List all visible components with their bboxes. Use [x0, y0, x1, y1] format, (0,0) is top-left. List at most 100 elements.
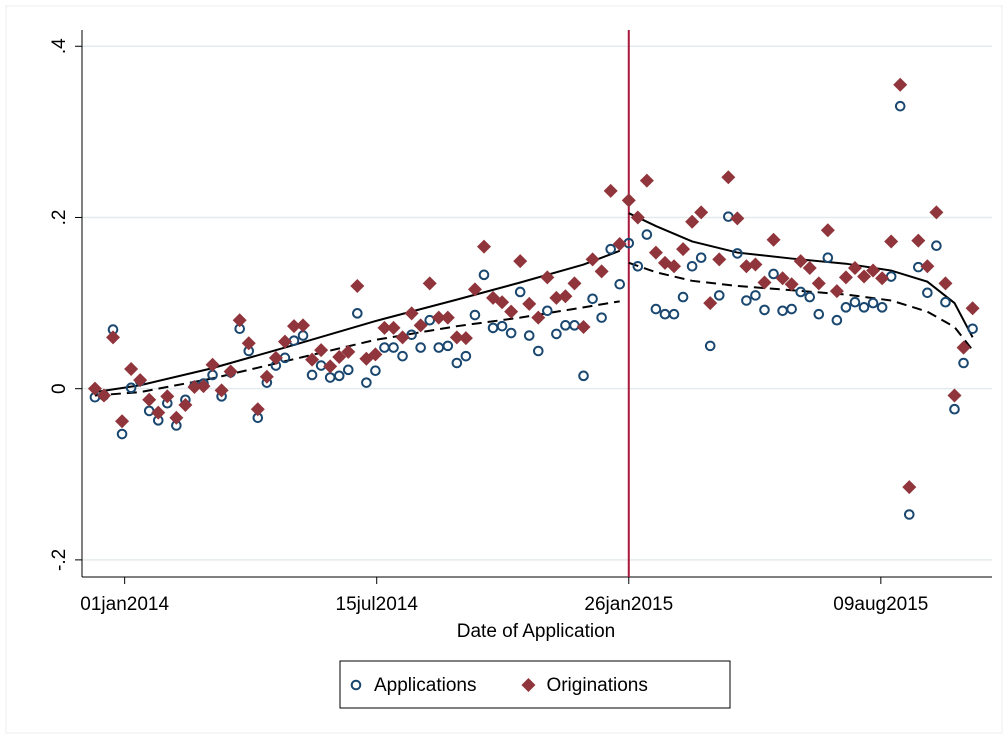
diamond-marker [305, 352, 320, 367]
circle-marker [306, 369, 318, 381]
diamond-marker [549, 290, 564, 305]
y-tick-label: -.2 [49, 549, 70, 571]
legend-label: Originations [546, 675, 647, 696]
diamond-marker [630, 210, 645, 225]
diamond-marker [811, 276, 826, 291]
diamond-marker [133, 373, 148, 388]
circle-marker [668, 308, 680, 320]
diamond-marker [884, 234, 899, 249]
diamond-marker [920, 259, 935, 274]
diamond-marker [721, 170, 736, 185]
circle-marker [532, 345, 544, 357]
diamond-marker [178, 397, 193, 412]
diamond-marker [169, 410, 184, 425]
diamond-marker [576, 320, 591, 335]
fit-line [628, 212, 974, 338]
x-tick-label: 09aug2015 [833, 594, 928, 615]
diamond-marker [784, 277, 799, 292]
circle-marker [505, 327, 517, 339]
diamond-marker [124, 361, 139, 376]
diamond-marker [757, 275, 772, 290]
circle-marker [415, 342, 426, 353]
circle-marker [813, 308, 825, 320]
y-tick-label: .4 [49, 38, 70, 54]
diamond-marker [739, 259, 754, 274]
diamond-marker [857, 269, 872, 284]
circle-marker [442, 340, 454, 352]
circle-marker [650, 303, 662, 315]
diamond-marker [667, 259, 682, 274]
fit-line [628, 261, 974, 351]
x-axis-label: Date of Application [457, 621, 615, 642]
circle-marker [759, 304, 770, 316]
diamond-marker [766, 232, 781, 247]
circle-marker [876, 302, 888, 313]
diamond-marker [87, 381, 102, 396]
x-tick-label: 26jan2015 [584, 594, 673, 615]
diamond-marker [603, 183, 618, 198]
diamond-marker [413, 318, 428, 333]
diamond-marker [187, 379, 202, 394]
diamond-marker [866, 263, 881, 278]
circle-marker [523, 330, 535, 341]
circle-marker [732, 248, 743, 259]
diamond-marker [639, 173, 654, 188]
circle-marker [940, 296, 951, 308]
diamond-marker [938, 276, 953, 291]
circle-marker [713, 290, 725, 301]
diamond-marker [956, 340, 971, 355]
diamond-marker [160, 389, 175, 404]
fit-line [94, 300, 620, 397]
circle-marker [822, 252, 834, 264]
diamond-marker [467, 282, 482, 297]
circle-marker [903, 509, 915, 520]
diamond-marker [449, 330, 464, 345]
circle-marker [894, 100, 906, 112]
circle-marker [451, 357, 463, 369]
diamond-marker [368, 347, 383, 362]
diamond-marker [712, 252, 727, 267]
circle-marker [632, 260, 644, 272]
circle-marker [388, 342, 399, 353]
diamond-marker [422, 276, 437, 291]
circle-marker [424, 314, 436, 326]
circle-marker [695, 252, 707, 264]
diamond-marker [232, 313, 247, 328]
diamond-marker [96, 388, 111, 403]
circle-marker [542, 305, 553, 317]
circle-marker [469, 309, 481, 321]
diamond-marker [196, 379, 211, 394]
diamond-marker [323, 359, 338, 374]
diamond-marker [314, 343, 329, 358]
diamond-marker [594, 264, 609, 279]
diamond-marker [911, 233, 926, 248]
circle-marker [641, 229, 653, 240]
circle-marker [460, 350, 472, 362]
diamond-marker [893, 77, 908, 92]
diamond-marker [829, 284, 844, 299]
circle-marker [704, 340, 716, 352]
fit-line [94, 249, 621, 394]
circle-marker [342, 364, 354, 376]
circle-marker [840, 302, 852, 313]
circle-marker [350, 679, 362, 691]
circle-marker [596, 312, 607, 323]
diamond-marker [440, 310, 455, 325]
diamond-marker [748, 257, 763, 272]
diamond-marker [875, 271, 890, 286]
x-tick-label: 01jan2014 [80, 594, 169, 615]
diamond-marker [521, 678, 536, 692]
diamond-marker [350, 278, 365, 293]
diamond-marker [151, 405, 166, 420]
circle-marker [922, 287, 933, 299]
legend-box [339, 660, 731, 709]
circle-marker [750, 290, 761, 301]
diamond-marker [947, 388, 962, 403]
y-tick-label: 0 [49, 383, 70, 394]
legend: Applications Originations [339, 660, 731, 709]
circle-marker [333, 370, 345, 382]
circle-marker [958, 357, 969, 369]
diamond-marker [495, 295, 510, 310]
